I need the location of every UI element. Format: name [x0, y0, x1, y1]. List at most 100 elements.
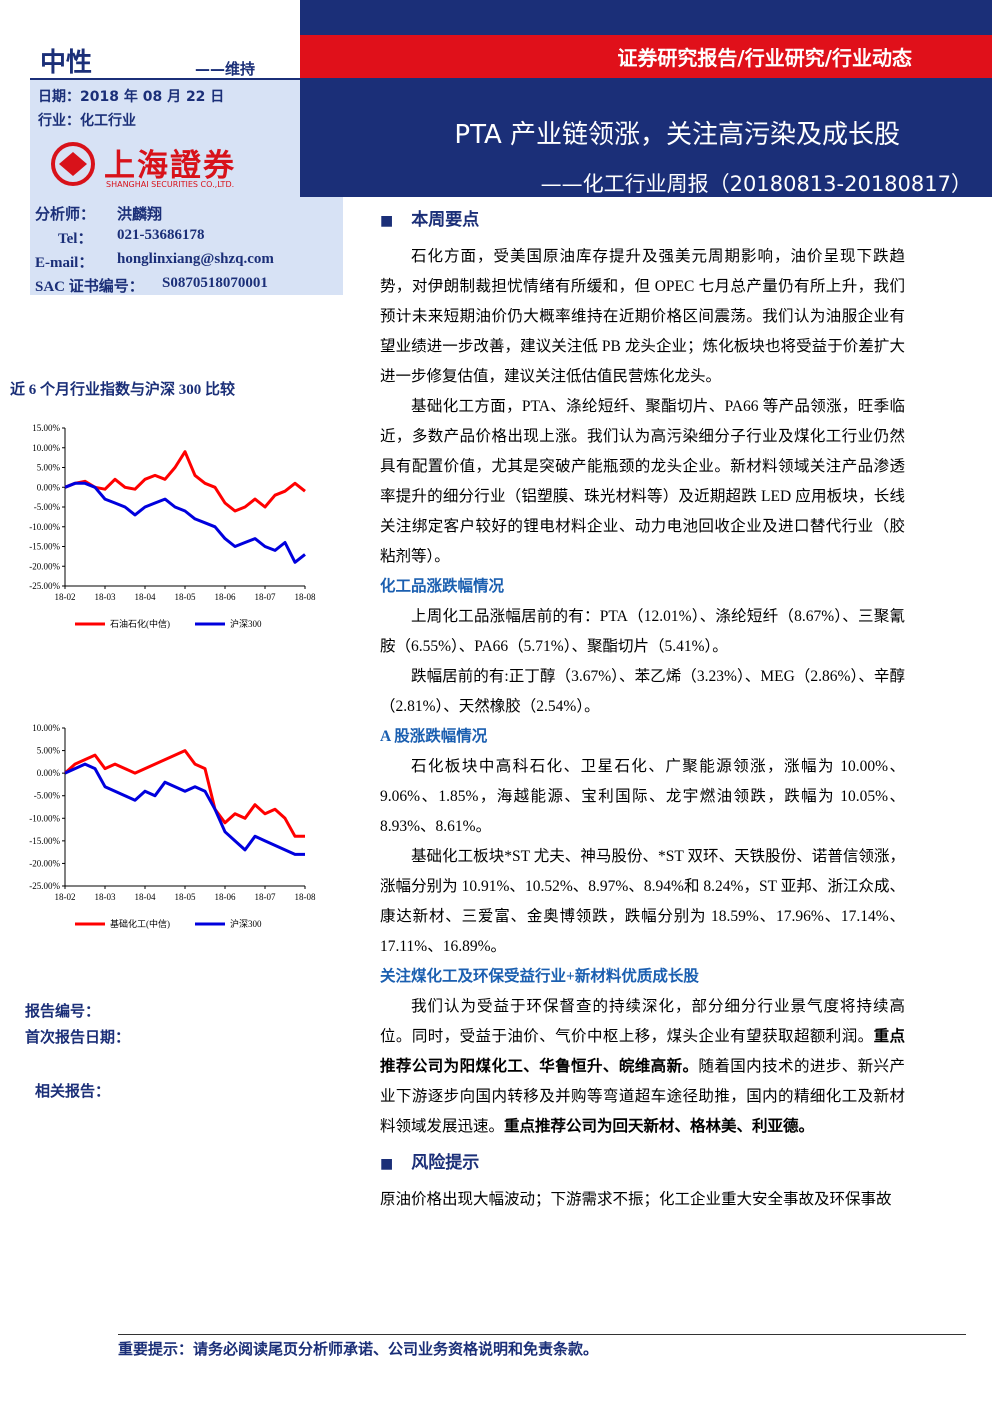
text-run: 上周化工品涨幅居前的有：PTA（12.01%）、涤纶短纤（8.67%）、三聚氰胺… [380, 608, 905, 655]
date: 日期：2018 年 08 月 22 日 [38, 89, 225, 105]
report-title: PTA 产业链领涨，关注高污染及成长股 [454, 120, 900, 150]
text-run: 石化方面，受美国原油库存提升及强美元周期影响，油价呈现下跌趋势，对伊朗制裁担忧情… [380, 248, 905, 385]
y-tick-label: 0.00% [37, 768, 61, 778]
logo-en: SHANGHAI SECURITIES CO.,LTD. [106, 180, 235, 189]
x-tick-label: 18-08 [295, 592, 316, 602]
rating-change: ——维持 [195, 60, 256, 78]
bullet: ■ [380, 213, 394, 229]
divider [30, 78, 300, 80]
x-tick-label: 18-07 [255, 892, 276, 902]
header-band [300, 0, 992, 197]
report-series: 证券研究报告/行业研究/行业动态 [617, 46, 912, 70]
paragraph: 跌幅居前的有:正丁醇（3.67%）、苯乙烯（3.23%）、MEG（2.86%）、… [380, 662, 905, 722]
y-tick-label: 15.00% [32, 423, 60, 433]
x-tick-label: 18-03 [95, 892, 116, 902]
paragraph: 石化方面，受美国原油库存提升及强美元周期影响，油价呈现下跌趋势，对伊朗制裁担忧情… [380, 242, 905, 392]
x-tick-label: 18-06 [215, 892, 236, 902]
legend-label: 沪深300 [230, 618, 262, 629]
analyst-label: 分析师： [35, 207, 96, 223]
series-line [64, 481, 306, 564]
bold-run: 重点推荐公司为阳煤化工、华鲁恒升、皖维高新。 [380, 1028, 905, 1075]
report-subtitle: ——化工行业周报（20180813-20180817） [540, 172, 972, 196]
report-no: 报告编号： [25, 1004, 101, 1020]
series-line [64, 450, 306, 513]
y-tick-label: 10.00% [32, 723, 60, 733]
y-tick-label: 10.00% [32, 443, 60, 453]
sub-heading: A 股涨跌幅情况 [380, 728, 488, 745]
y-tick-label: -5.00% [34, 791, 61, 801]
x-tick-label: 18-08 [295, 892, 316, 902]
legend-label: 基础化工(中信) [110, 918, 170, 929]
analyst-value: 洪麟翔 [117, 207, 163, 223]
chart: 15.00% 10.00% 5.00% 0.00% -5.00% -10.00% -15.0… [29, 423, 316, 629]
analyst-box [30, 197, 343, 295]
text-run: 原油价格出现大幅波动；下游需求不振；化工企业重大安全事故及环保事故 [380, 1191, 892, 1208]
text-run: 基础化工板块*ST 尤夫、神马股份、*ST 双环、天铁股份、诺普信领涨，涨幅分别… [380, 848, 905, 955]
paragraph: 基础化工方面，PTA、涤纶短纤、聚酯切片、PA66 等产品领涨，旺季临近，多数产… [380, 392, 905, 572]
y-tick-label: 5.00% [37, 463, 61, 473]
legend-label: 沪深300 [230, 918, 262, 929]
paragraph: 石化板块中高科石化、卫星石化、广聚能源领涨，涨幅为 10.00%、9.06%、1… [380, 752, 905, 842]
y-tick-label: -25.00% [29, 881, 60, 891]
industry: 行业：化工行业 [38, 113, 136, 129]
x-tick-label: 18-04 [135, 892, 156, 902]
chart: 10.00% 5.00% 0.00% -5.00% -10.00% -15.00% -20.… [29, 723, 316, 929]
x-tick-label: 18-05 [175, 892, 196, 902]
legend-label: 石油石化(中信) [110, 618, 170, 629]
bold-run: 重点推荐公司为回天新材、格林美、利亚德。 [504, 1118, 815, 1135]
analyst-value: 021-53686178 [117, 227, 205, 243]
x-tick-label: 18-06 [215, 592, 236, 602]
y-tick-label: -10.00% [29, 522, 60, 532]
logo-diamond [59, 152, 87, 176]
heading-text: 风险提示 [411, 1153, 480, 1173]
x-tick-label: 18-03 [95, 592, 116, 602]
text-run: 跌幅居前的有:正丁醇（3.67%）、苯乙烯（3.23%）、MEG（2.86%）、… [380, 668, 905, 715]
analyst-label: Tel： [58, 231, 93, 247]
y-tick-label: -20.00% [29, 858, 60, 868]
series-line [64, 762, 305, 856]
info-box [30, 80, 300, 197]
y-tick-label: -5.00% [34, 502, 61, 512]
paragraph: 基础化工板块*ST 尤夫、神马股份、*ST 双环、天铁股份、诺普信领涨，涨幅分别… [380, 842, 905, 962]
y-tick-label: -25.00% [29, 581, 60, 591]
analyst-label: SAC 证书编号： [35, 279, 144, 295]
paragraph: 我们认为受益于环保督查的持续深化，部分细分行业景气度将持续高位。同时，受益于油价… [380, 992, 905, 1142]
y-tick-label: -15.00% [29, 542, 60, 552]
paragraph: 原油价格出现大幅波动；下游需求不振；化工企业重大安全事故及环保事故 [380, 1185, 905, 1215]
analyst-label: E-mail： [35, 255, 94, 271]
sub-heading: 化工品涨跌幅情况 [380, 578, 505, 595]
x-tick-label: 18-02 [55, 592, 76, 602]
text-run: 基础化工方面，PTA、涤纶短纤、聚酯切片、PA66 等产品领涨，旺季临近，多数产… [380, 398, 905, 565]
footer-line [118, 1334, 966, 1335]
rating: 中性 [40, 48, 93, 78]
bullet: ■ [380, 1156, 394, 1172]
first-date: 首次报告日期： [25, 1030, 131, 1046]
y-tick-label: -15.00% [29, 836, 60, 846]
text-run: 我们认为受益于环保督查的持续深化，部分细分行业景气度将持续高位。同时，受益于油价… [380, 998, 905, 1045]
series-line [63, 749, 305, 838]
section-heading: ■ 风险提示 [380, 1148, 905, 1179]
logo-icon [51, 142, 95, 186]
body: ■ 本周要点石化方面，受美国原油库存提升及强美元周期影响，油价呈现下跌趋势，对伊朗… [380, 205, 905, 1215]
text-run: 石化板块中高科石化、卫星石化、广聚能源领涨，涨幅为 10.00%、9.06%、1… [380, 758, 905, 835]
analyst-value: S0870518070001 [162, 275, 268, 291]
footer-note: 重要提示：请务必阅读尾页分析师承诺、公司业务资格说明和免责条款。 [118, 1342, 599, 1358]
y-tick-label: -20.00% [29, 561, 60, 571]
x-tick-label: 18-07 [255, 592, 276, 602]
logo-ring [51, 142, 95, 186]
paragraph: 上周化工品涨幅居前的有：PTA（12.01%）、涤纶短纤（8.67%）、三聚氰胺… [380, 602, 905, 662]
y-tick-label: -10.00% [29, 813, 60, 823]
sub-heading: 关注煤化工及环保受益行业+新材料优质成长股 [380, 968, 699, 985]
text-run: 随着国内技术的进步、新兴产业下游逐步向国内转移及并购等弯道超车途径助推，国内的精… [380, 1058, 905, 1135]
related: 相关报告： [35, 1084, 111, 1100]
y-tick-label: 0.00% [37, 482, 61, 492]
logo-name: 上海證券 [104, 148, 236, 184]
y-tick-label: 5.00% [37, 746, 61, 756]
x-tick-label: 18-05 [175, 592, 196, 602]
heading-text: 本周要点 [411, 210, 480, 230]
x-tick-label: 18-04 [135, 592, 156, 602]
chart-title: 近 6 个月行业指数与沪深 300 比较 [10, 382, 236, 398]
section-heading: ■ 本周要点 [380, 205, 905, 236]
analyst-value: honglinxiang@shzq.com [117, 251, 274, 267]
